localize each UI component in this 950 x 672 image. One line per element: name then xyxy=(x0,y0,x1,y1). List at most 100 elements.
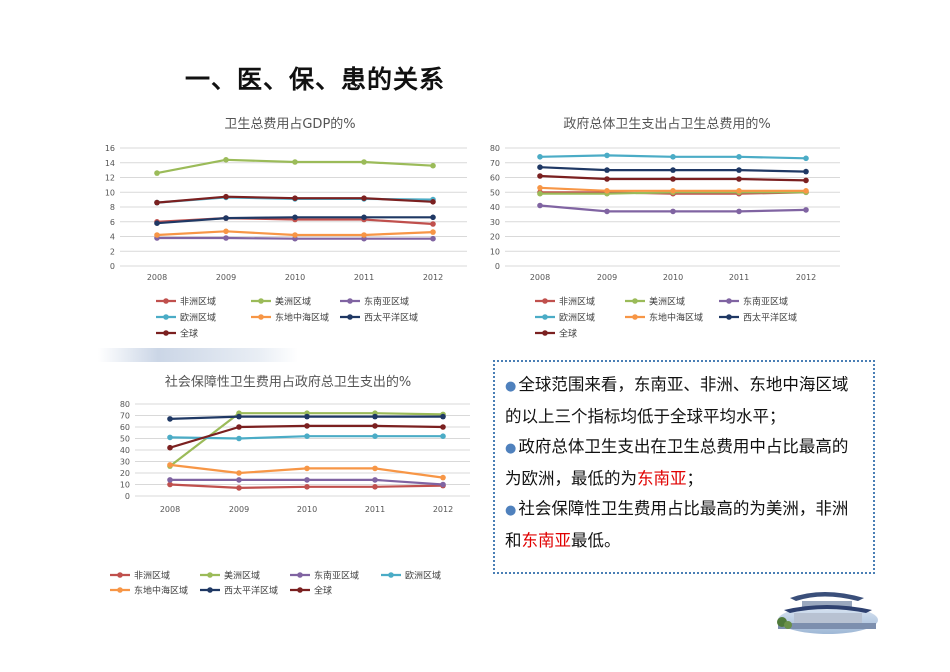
chart-3-y-tick-label: 50 xyxy=(120,435,130,444)
chart-3-point xyxy=(304,423,310,429)
chart-2-legend-marker xyxy=(726,314,732,320)
chart-2-point xyxy=(670,167,676,173)
chart-1-point xyxy=(154,220,160,226)
chart-1-y-tick-label: 10 xyxy=(105,188,115,197)
chart-2-y-tick-label: 50 xyxy=(490,188,500,197)
chart-2-point xyxy=(537,202,543,209)
chart-1-point xyxy=(223,228,229,235)
chart-1-point xyxy=(223,215,229,221)
chart-1-legend-marker xyxy=(163,330,169,336)
chart-3-legend-marker xyxy=(117,572,123,578)
note-item-1: ● 全球范围来看，东南亚、非洲、东地中海区域的以上三个指标均低于全球平均水平； xyxy=(505,370,863,432)
chart-2-legend-marker xyxy=(542,298,548,304)
chart-3-x-tick-label: 2009 xyxy=(229,505,249,514)
chart-3-x-tick-label: 2011 xyxy=(365,505,385,514)
chart-3-point xyxy=(236,424,242,430)
chart-1-point xyxy=(292,159,298,165)
chart-2-legend-label: 东南亚区域 xyxy=(743,296,788,308)
chart-2-x-tick-label: 2010 xyxy=(663,273,683,282)
chart-3-y-tick-label: 60 xyxy=(120,423,130,432)
chart-1-y-tick-label: 0 xyxy=(110,262,115,271)
chart-2-point xyxy=(604,152,610,159)
chart-2-point xyxy=(670,176,676,182)
temple-illustration-icon xyxy=(777,592,878,634)
chart-3-point xyxy=(236,477,242,483)
chart-3-point xyxy=(167,481,173,488)
chart-1-legend-label: 东地中海区域 xyxy=(275,312,329,324)
chart-3-legend-marker xyxy=(388,572,394,578)
bullet-icon: ● xyxy=(505,503,517,518)
chart-2-point xyxy=(803,177,809,184)
chart-1-legend-label: 东南亚区域 xyxy=(364,296,409,308)
chart-1-point xyxy=(292,195,298,201)
chart-1-point xyxy=(430,162,436,169)
chart-3-point xyxy=(372,423,378,429)
chart-3-point xyxy=(440,424,446,430)
chart-2-point xyxy=(604,176,610,182)
chart-2-x-tick-label: 2008 xyxy=(530,273,550,282)
chart-2-y-tick-label: 10 xyxy=(490,247,500,256)
chart-2-point xyxy=(537,154,543,160)
chart-1-x-tick-label: 2009 xyxy=(216,273,236,282)
chart-1-point xyxy=(361,195,367,201)
chart-2-point xyxy=(803,207,809,213)
note-highlight: 东南亚 xyxy=(521,531,572,550)
chart-3-point xyxy=(372,465,378,472)
chart-3-x-tick-label: 2012 xyxy=(433,505,453,514)
chart-2-legend-label: 非洲区域 xyxy=(559,296,595,308)
chart-2-point xyxy=(537,185,543,191)
chart-3-point xyxy=(167,477,173,483)
chart-2-legend-label: 全球 xyxy=(559,328,577,340)
note-text: 全球范围来看，东南亚、非洲、东地中海区域的以上三个指标均低于全球平均水平； xyxy=(505,375,849,426)
chart-2-title: 政府总体卫生支出占卫生总费用的% xyxy=(563,116,770,132)
chart-2-point xyxy=(736,188,742,194)
chart-3-legend-label: 全球 xyxy=(314,585,332,597)
chart-2-point xyxy=(736,208,742,215)
chart-2-legend-label: 东地中海区域 xyxy=(649,312,703,324)
chart-3-legend-label: 美洲区域 xyxy=(224,570,260,582)
chart-3-x-tick-label: 2010 xyxy=(297,505,317,514)
chart-3-y-tick-label: 20 xyxy=(120,469,130,478)
chart-2-point xyxy=(736,154,742,160)
chart-3-point xyxy=(236,470,242,476)
chart-3-point xyxy=(304,465,310,472)
chart-2-point xyxy=(803,168,809,175)
chart-1-point xyxy=(292,232,298,238)
chart-1-point xyxy=(154,199,160,206)
chart-2-legend-marker xyxy=(632,298,638,304)
note-text-end: 最低。 xyxy=(571,531,621,550)
chart-1-legend-label: 全球 xyxy=(180,328,198,340)
chart-2-point xyxy=(670,208,676,215)
chart-1-point xyxy=(361,214,367,221)
note-highlight: 东南亚 xyxy=(637,469,687,488)
chart-2-y-tick-label: 40 xyxy=(490,203,500,212)
chart-1-x-tick-label: 2012 xyxy=(423,273,443,282)
chart-1-y-tick-label: 14 xyxy=(105,159,115,168)
note-item-2: ● 政府总体卫生支出在卫生总费用中占比最高的为欧洲，最低的为东南亚； xyxy=(505,432,863,494)
chart-2-y-tick-label: 0 xyxy=(495,262,500,271)
chart-3-point xyxy=(304,484,310,490)
chart-2-point xyxy=(670,188,676,194)
chart-3-point xyxy=(304,477,310,483)
chart-1-point xyxy=(154,170,160,176)
chart-2-point xyxy=(736,167,742,173)
chart-1-point xyxy=(223,235,229,241)
chart-1-legend-marker xyxy=(347,314,353,320)
note-text-end: ； xyxy=(686,469,704,488)
chart-2-point xyxy=(736,176,742,182)
chart-3-point xyxy=(440,433,446,440)
chart-2-x-tick-label: 2009 xyxy=(597,273,617,282)
chart-3-y-tick-label: 80 xyxy=(120,400,130,409)
chart-3-y-tick-label: 70 xyxy=(120,412,130,421)
chart-1-point xyxy=(154,232,160,238)
chart-3-point xyxy=(236,413,242,420)
chart-3-point xyxy=(440,474,446,481)
chart-3-point xyxy=(372,484,378,490)
chart-1-point xyxy=(223,157,229,163)
chart-1-legend-marker xyxy=(258,314,264,320)
chart-1-legend-marker xyxy=(163,298,169,304)
chart-2-x-tick-label: 2012 xyxy=(796,273,816,282)
chart-1-legend-label: 非洲区域 xyxy=(180,296,216,308)
chart-2-y-tick-label: 80 xyxy=(490,144,500,153)
